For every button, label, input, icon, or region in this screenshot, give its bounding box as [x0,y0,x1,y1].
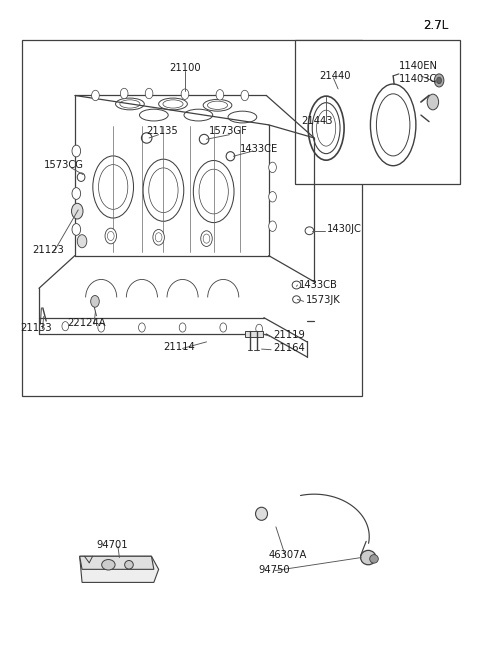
Text: 2.7L: 2.7L [423,19,448,32]
Ellipse shape [102,559,115,570]
Text: 21440: 21440 [319,71,350,81]
Circle shape [437,77,442,84]
Circle shape [72,223,81,235]
Circle shape [72,203,83,219]
Ellipse shape [255,507,267,520]
Ellipse shape [370,555,378,563]
Polygon shape [80,556,158,582]
Polygon shape [80,556,154,569]
Text: 1573CG: 1573CG [44,160,84,170]
Text: 21114: 21114 [163,342,195,352]
FancyBboxPatch shape [22,40,362,396]
Circle shape [427,94,439,110]
Circle shape [434,74,444,87]
Circle shape [269,191,276,202]
Circle shape [91,295,99,307]
Circle shape [92,90,99,101]
Text: 21135: 21135 [147,126,179,136]
Circle shape [105,228,117,244]
Text: 94750: 94750 [258,565,290,575]
Circle shape [220,323,227,332]
Text: 21123: 21123 [32,246,63,255]
Text: 2.7L: 2.7L [423,19,448,32]
Circle shape [269,221,276,231]
Text: 1433CB: 1433CB [299,280,337,290]
Circle shape [139,323,145,332]
Circle shape [153,229,164,245]
Text: 1430JC: 1430JC [327,225,362,234]
Circle shape [120,88,128,99]
Text: 21443: 21443 [301,116,333,126]
Polygon shape [245,331,263,337]
Circle shape [241,90,249,101]
Circle shape [77,234,87,248]
Text: 11403C: 11403C [399,74,437,84]
Text: 1140EN: 1140EN [399,61,438,71]
Circle shape [72,187,81,199]
Text: 1573JK: 1573JK [306,295,341,305]
Text: 21164: 21164 [274,343,305,354]
Text: 1433CE: 1433CE [240,144,278,154]
Circle shape [145,88,153,99]
Ellipse shape [125,561,133,569]
Circle shape [201,231,212,246]
Text: 1573GF: 1573GF [209,126,248,136]
Text: 21133: 21133 [20,323,51,333]
Circle shape [181,89,189,100]
Circle shape [108,231,114,240]
Text: 21119: 21119 [274,330,305,341]
Circle shape [269,162,276,173]
Circle shape [256,324,263,333]
Circle shape [179,323,186,332]
FancyBboxPatch shape [295,40,460,183]
Text: 21100: 21100 [169,63,201,73]
Circle shape [156,233,162,242]
Circle shape [216,90,224,100]
Ellipse shape [360,550,376,565]
Text: 46307A: 46307A [269,550,307,560]
Circle shape [62,322,69,331]
Text: 94701: 94701 [96,540,128,550]
Circle shape [98,323,105,332]
Text: 22124A: 22124A [68,318,107,328]
Circle shape [72,145,81,157]
Circle shape [203,234,210,243]
